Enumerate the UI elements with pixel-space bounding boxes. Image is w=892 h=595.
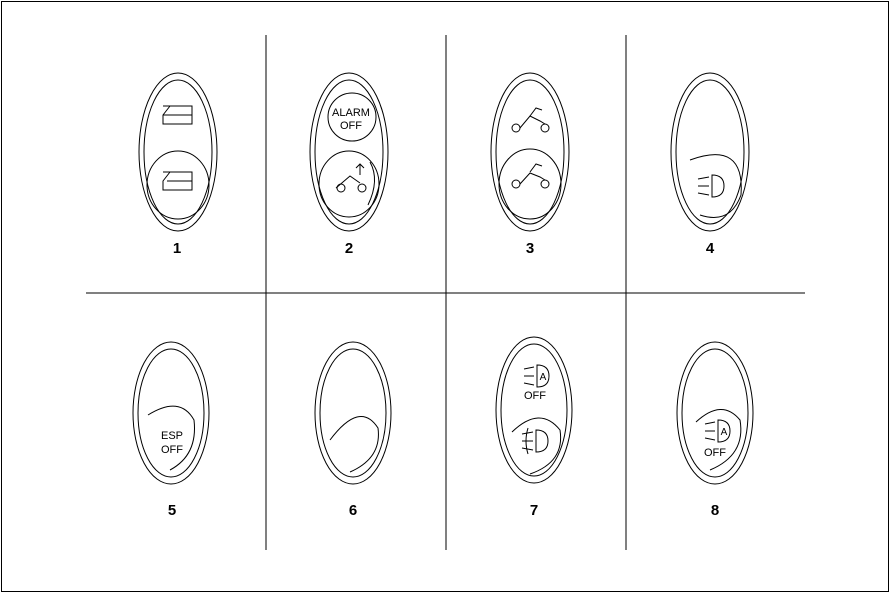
button-3[interactable] — [490, 72, 570, 232]
auto-light-off-icon: A — [704, 419, 731, 443]
inner-arc — [689, 154, 742, 218]
inner-arc — [695, 409, 742, 471]
svg-text:A: A — [721, 427, 728, 438]
button-7-number: 7 — [529, 502, 539, 519]
tilt-sensor-icon — [511, 107, 550, 133]
headlight-icon — [697, 174, 725, 198]
door-open-icon — [162, 105, 193, 125]
esp-label-line-1: ESP — [161, 430, 183, 442]
car-icon — [511, 163, 550, 189]
button-8[interactable]: A OFF — [676, 341, 754, 485]
door-closed-icon — [162, 171, 193, 191]
button-4-number: 4 — [705, 240, 715, 257]
button-7[interactable]: A OFF — [495, 336, 573, 484]
svg-text:A: A — [540, 372, 547, 383]
button-1[interactable] — [138, 72, 218, 232]
button-5-number: 5 — [167, 502, 177, 519]
alarm-label-line-2: OFF — [340, 120, 362, 132]
button-5[interactable]: ESP OFF — [132, 341, 210, 485]
button-1-number: 1 — [172, 240, 182, 257]
esp-label-line-2: OFF — [161, 444, 183, 456]
button-3-number: 3 — [525, 240, 535, 257]
auto-light-icon: A — [523, 364, 550, 388]
auto-light-off-label: OFF — [524, 390, 546, 402]
button-6-number: 6 — [348, 502, 358, 519]
button-6[interactable] — [314, 341, 392, 485]
auto-light-off-label: OFF — [704, 447, 726, 459]
button-4[interactable] — [670, 72, 750, 232]
arc-decoration — [367, 161, 375, 206]
inner-arc — [511, 417, 562, 475]
alarm-label-line-1: ALARM — [332, 107, 370, 119]
button-2-number: 2 — [344, 240, 354, 257]
button-8-number: 8 — [710, 502, 720, 519]
inner-arc — [147, 405, 195, 471]
tow-icon — [335, 163, 367, 193]
inner-arc — [329, 416, 379, 473]
button-2[interactable]: ALARM OFF — [309, 72, 389, 232]
fog-light-icon — [521, 427, 549, 455]
